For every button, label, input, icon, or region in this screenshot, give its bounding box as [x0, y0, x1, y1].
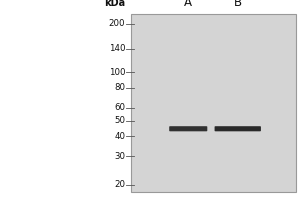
Text: 80: 80 [114, 83, 125, 92]
Text: 20: 20 [114, 180, 125, 189]
Text: 100: 100 [109, 68, 125, 77]
FancyBboxPatch shape [214, 126, 261, 131]
Text: 30: 30 [114, 152, 125, 161]
Text: 200: 200 [109, 19, 125, 28]
Text: kDa: kDa [104, 0, 125, 8]
Text: 60: 60 [114, 103, 125, 112]
Bar [130, 14, 296, 192]
Text: A: A [184, 0, 192, 9]
Text: 50: 50 [114, 116, 125, 125]
Text: 140: 140 [109, 44, 125, 53]
Text: B: B [234, 0, 242, 9]
Text: 40: 40 [114, 132, 125, 141]
FancyBboxPatch shape [169, 126, 207, 131]
